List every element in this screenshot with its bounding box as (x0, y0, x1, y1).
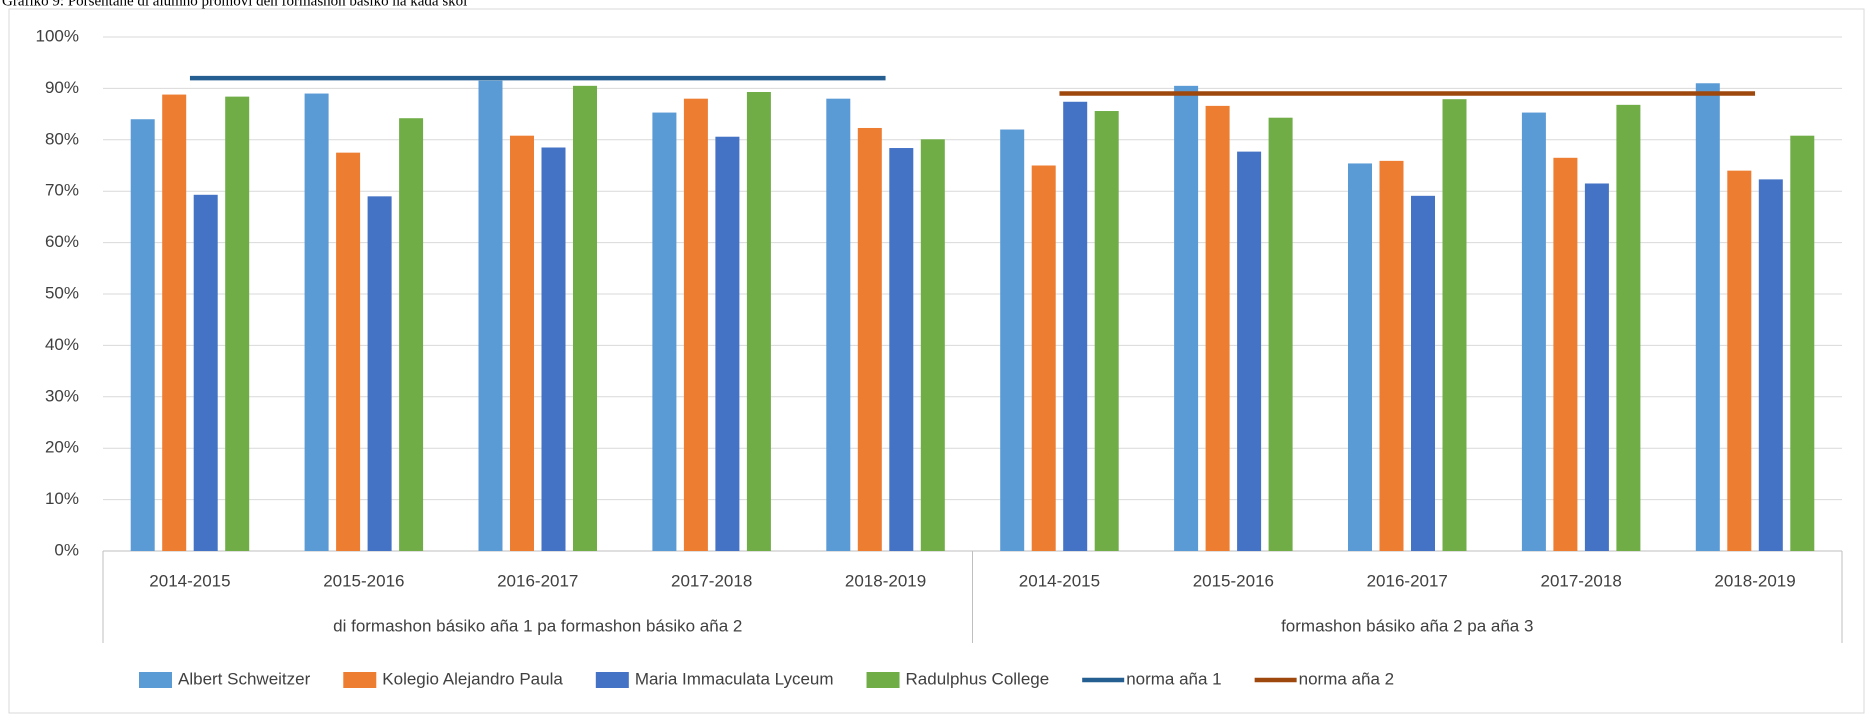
bar (367, 196, 392, 551)
y-tick-label: 90% (45, 78, 79, 97)
legend-label: norma aña 1 (1126, 669, 1221, 688)
y-tick-label: 70% (45, 181, 79, 200)
bar (573, 85, 597, 551)
bar (336, 152, 361, 551)
x-tick-label: 2018-2019 (1714, 571, 1795, 590)
bar (652, 112, 677, 552)
bar (1411, 195, 1435, 552)
legend-label: Albert Schweitzer (178, 669, 311, 688)
y-tick-label: 30% (45, 386, 79, 405)
bar (1521, 112, 1546, 552)
bar (1063, 101, 1088, 551)
bar (746, 91, 771, 552)
bar (1695, 83, 1720, 551)
legend-label: norma aña 2 (1299, 669, 1394, 688)
legend-swatch (866, 672, 900, 688)
legend-label: Kolegio Alejandro Paula (382, 669, 563, 688)
bar (304, 93, 329, 551)
bar (193, 194, 218, 551)
bar (683, 98, 708, 552)
bar (1237, 151, 1262, 551)
bar (1616, 104, 1641, 552)
bar (130, 119, 155, 552)
x-tick-label: 2018-2019 (845, 571, 926, 590)
bar (162, 94, 187, 552)
bar (510, 135, 534, 552)
bar (1727, 170, 1752, 551)
bar (715, 136, 740, 551)
y-tick-label: 10% (45, 489, 79, 508)
legend-label: Maria Immaculata Lyceum (635, 669, 834, 688)
legend-swatch (139, 672, 172, 688)
bar (1268, 117, 1293, 551)
bar (225, 96, 250, 552)
bar (920, 139, 945, 551)
chart-title: Grafiko 9: Porsentahe di alumno promovi … (2, 0, 467, 9)
bar (1094, 111, 1119, 552)
x-tick-label: 2017-2018 (671, 571, 752, 590)
bar (1758, 179, 1783, 552)
bar (1790, 135, 1815, 552)
x-tick-label: 2014-2015 (149, 571, 230, 590)
bar (1379, 160, 1404, 551)
bar (1553, 157, 1578, 552)
x-tick-label: 2017-2018 (1540, 571, 1621, 590)
y-tick-label: 60% (45, 232, 79, 251)
y-tick-label: 50% (45, 283, 79, 302)
legend-swatch (595, 672, 629, 688)
bar (1584, 183, 1609, 552)
x-tick-label: 2015-2016 (323, 571, 404, 590)
bar (826, 98, 851, 552)
legend-swatch (343, 672, 377, 688)
x-tick-label: 2015-2016 (1193, 571, 1274, 590)
x-tick-label: 2014-2015 (1019, 571, 1100, 590)
bar (1031, 165, 1056, 551)
y-tick-label: 80% (45, 129, 79, 148)
bar (1000, 129, 1025, 551)
y-tick-label: 0% (54, 540, 79, 559)
y-tick-label: 40% (45, 335, 79, 354)
bar (1205, 105, 1230, 551)
bar (1442, 99, 1467, 551)
x-tick-label: 2016-2017 (1367, 571, 1448, 590)
bar (1174, 85, 1199, 551)
bar (1348, 163, 1372, 551)
group-label: di formashon básiko aña 1 pa formashon b… (333, 616, 742, 635)
legend-label: Radulphus College (906, 669, 1050, 688)
group-label: formashon básiko aña 2 pa aña 3 (1281, 616, 1533, 635)
bar (857, 127, 882, 551)
x-tick-label: 2016-2017 (497, 571, 578, 590)
bar (478, 80, 503, 551)
bar (541, 147, 566, 551)
bar (399, 118, 424, 551)
y-tick-label: 100% (36, 26, 79, 45)
y-tick-label: 20% (45, 438, 79, 457)
bar (889, 148, 914, 552)
